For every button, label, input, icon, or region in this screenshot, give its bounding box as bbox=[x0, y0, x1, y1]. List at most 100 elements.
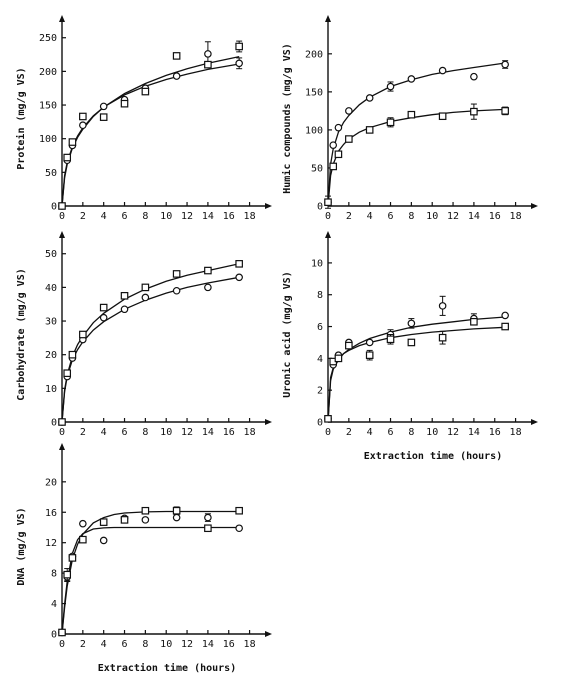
data-point-square bbox=[120, 291, 129, 300]
data-point-square bbox=[172, 270, 181, 278]
x-tick-label: 10 bbox=[160, 211, 172, 222]
data-point-square bbox=[501, 322, 509, 331]
data-point-square bbox=[204, 60, 212, 69]
data-point-square bbox=[120, 516, 129, 524]
x-axis-arrowhead bbox=[531, 419, 538, 425]
y-tick-label: 200 bbox=[305, 49, 323, 60]
x-tick-label: 10 bbox=[160, 639, 172, 650]
data-point-square bbox=[407, 110, 416, 119]
data-point-square bbox=[334, 150, 343, 159]
y-tick-label: 8 bbox=[317, 290, 323, 301]
data-point-circle bbox=[365, 94, 374, 102]
x-tick-label: 0 bbox=[59, 427, 65, 438]
x-tick-label: 16 bbox=[489, 427, 501, 438]
data-point-square bbox=[470, 317, 478, 326]
y-tick-label: 16 bbox=[45, 508, 57, 519]
y-tick-label: 100 bbox=[305, 125, 323, 136]
data-point-circle bbox=[334, 123, 343, 132]
y-tick-label: 0 bbox=[317, 202, 323, 213]
data-point-square bbox=[204, 524, 212, 533]
fit-curve-1 bbox=[61, 526, 240, 635]
x-tick-label: 4 bbox=[367, 211, 373, 222]
y-axis-arrowhead bbox=[59, 231, 65, 238]
x-tick-label: 2 bbox=[346, 427, 352, 438]
data-point-square bbox=[365, 351, 374, 359]
x-tick-label: 12 bbox=[181, 639, 193, 650]
data-point-circle bbox=[235, 59, 243, 68]
data-point-square bbox=[204, 266, 212, 275]
x-axis-arrowhead bbox=[265, 203, 272, 209]
data-point-square bbox=[501, 107, 509, 115]
data-point-square bbox=[386, 335, 395, 344]
data-point-circle bbox=[79, 519, 87, 528]
y-axis-label: Uronic acid (mg/g VS) bbox=[281, 271, 293, 397]
y-axis-arrowhead bbox=[325, 231, 331, 238]
x-tick-label: 6 bbox=[388, 211, 394, 222]
x-tick-label: 2 bbox=[346, 211, 352, 222]
x-tick-label: 12 bbox=[447, 427, 459, 438]
y-axis-arrowhead bbox=[59, 443, 65, 450]
y-tick-label: 0 bbox=[317, 418, 323, 429]
data-point-circle bbox=[386, 82, 395, 91]
data-point-square bbox=[99, 518, 108, 526]
data-point-square bbox=[99, 113, 108, 121]
x-tick-label: 16 bbox=[489, 211, 501, 222]
data-point-square bbox=[58, 202, 66, 210]
x-tick-label: 18 bbox=[244, 639, 256, 650]
x-tick-label: 0 bbox=[59, 639, 65, 650]
data-point-circle bbox=[365, 338, 374, 347]
data-point-square bbox=[365, 126, 374, 134]
y-tick-label: 200 bbox=[39, 67, 57, 78]
fit-curve-2 bbox=[327, 108, 506, 207]
x-tick-label: 18 bbox=[244, 211, 256, 222]
x-tick-label: 14 bbox=[202, 639, 214, 650]
data-point-square bbox=[438, 112, 447, 121]
uronic-chart: 0 2 4 6 8 10 12 14 16 18 0 2 4 6 8 10 Uronic acid (mg/g … bbox=[281, 231, 538, 462]
x-tick-label: 18 bbox=[510, 211, 522, 222]
x-tick-label: 18 bbox=[510, 427, 522, 438]
y-tick-label: 0 bbox=[51, 202, 57, 213]
fit-curve-1 bbox=[327, 316, 506, 423]
data-point-square bbox=[63, 570, 72, 579]
data-point-circle bbox=[438, 66, 447, 75]
y-tick-label: 150 bbox=[305, 87, 323, 98]
x-tick-label: 8 bbox=[408, 211, 414, 222]
data-point-circle bbox=[79, 121, 87, 130]
data-point-square bbox=[172, 52, 181, 60]
x-tick-label: 8 bbox=[142, 427, 148, 438]
x-tick-label: 16 bbox=[223, 427, 235, 438]
data-point-square bbox=[324, 415, 332, 423]
data-point-circle bbox=[501, 311, 509, 320]
x-tick-label: 2 bbox=[80, 427, 86, 438]
x-tick-label: 10 bbox=[426, 211, 438, 222]
fit-curve-2 bbox=[61, 510, 240, 635]
y-axis-arrowhead bbox=[325, 15, 331, 22]
y-tick-label: 12 bbox=[45, 538, 57, 549]
x-axis-arrowhead bbox=[265, 631, 272, 637]
data-point-square bbox=[235, 42, 243, 51]
x-axis-arrowhead bbox=[265, 419, 272, 425]
x-tick-label: 16 bbox=[223, 211, 235, 222]
data-point-square bbox=[68, 138, 77, 146]
x-tick-label: 12 bbox=[181, 427, 193, 438]
y-axis-label: Protein (mg/g VS) bbox=[15, 67, 27, 169]
x-tick-label: 2 bbox=[80, 639, 86, 650]
x-tick-label: 10 bbox=[160, 427, 172, 438]
data-point-square bbox=[235, 260, 243, 268]
data-point-circle bbox=[141, 293, 150, 302]
fit-curve-1 bbox=[61, 63, 240, 207]
y-tick-label: 10 bbox=[311, 258, 323, 269]
x-tick-label: 14 bbox=[468, 427, 480, 438]
x-tick-label: 10 bbox=[426, 427, 438, 438]
x-tick-label: 12 bbox=[181, 211, 193, 222]
y-tick-label: 4 bbox=[317, 354, 323, 365]
data-point-circle bbox=[120, 305, 129, 314]
data-point-circle bbox=[204, 513, 212, 522]
data-point-square bbox=[68, 350, 77, 359]
data-point-circle bbox=[172, 286, 181, 295]
fit-curve-2 bbox=[327, 326, 506, 423]
humic-chart: 0 2 4 6 8 10 12 14 16 18 0 50 100 150 200 Humic compoun… bbox=[281, 15, 538, 222]
data-point-square bbox=[386, 118, 395, 127]
fit-curve-1 bbox=[61, 276, 240, 423]
